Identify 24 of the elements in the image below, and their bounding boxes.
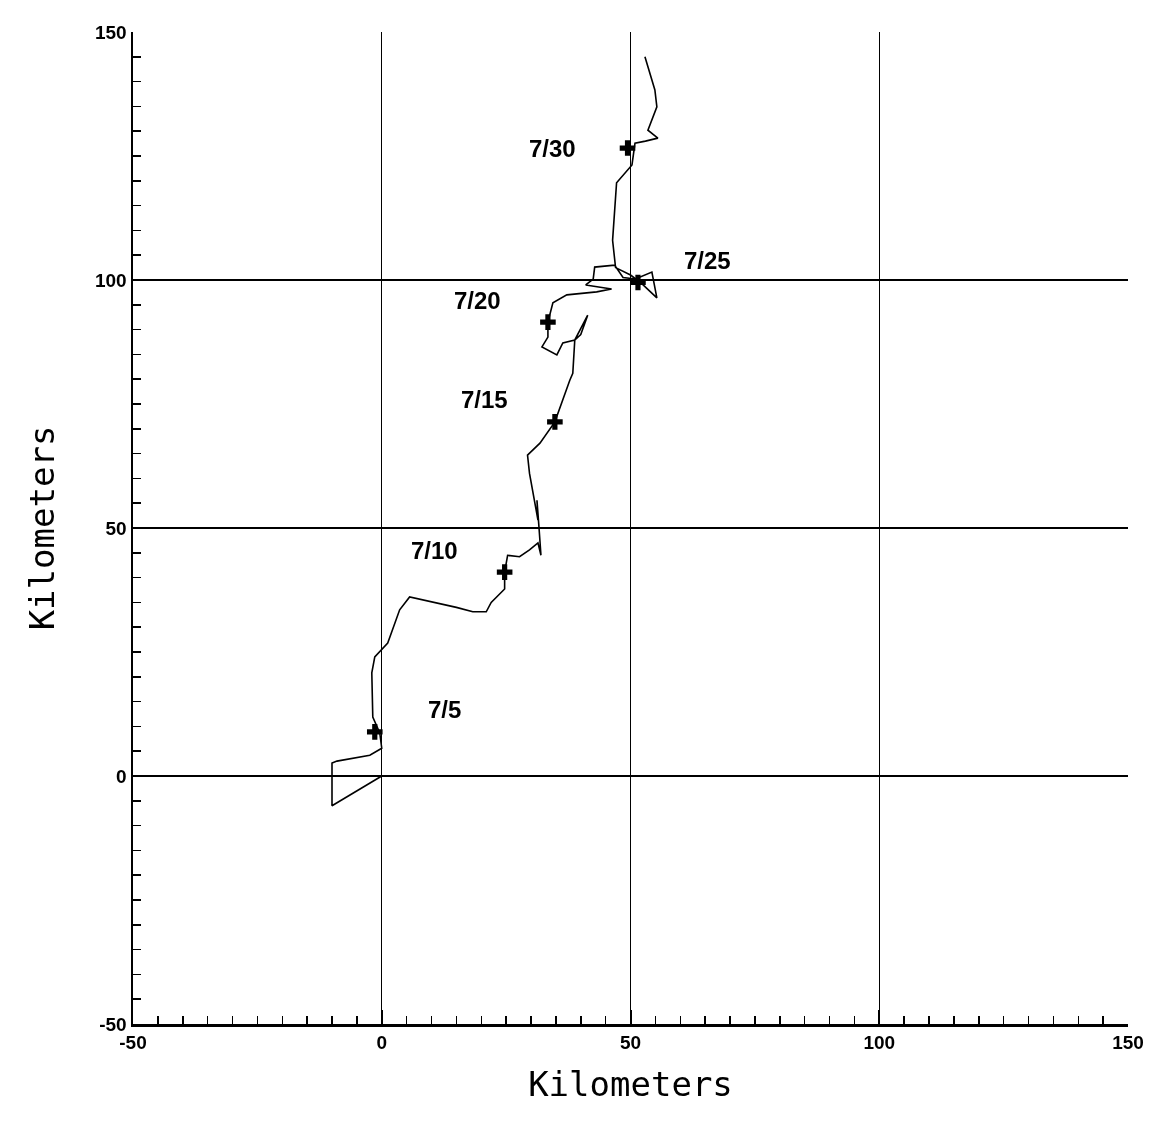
y-tick-label: -50	[99, 1013, 127, 1035]
annotation: 7/25	[684, 247, 731, 274]
annotation: 7/10	[411, 537, 458, 564]
point	[619, 140, 636, 156]
y-tick-label: 100	[95, 269, 127, 291]
x-tick-label: 50	[619, 1032, 642, 1054]
y-tick-label: 150	[95, 21, 127, 43]
point	[547, 414, 563, 430]
point	[496, 564, 513, 580]
annotation: 7/20	[454, 287, 501, 314]
x-tick-label: 0	[376, 1032, 388, 1054]
annotation: 7/30	[529, 135, 576, 162]
x-axis-title: Kilometers	[528, 1063, 733, 1104]
x-tick-label: 150	[1112, 1032, 1144, 1054]
point	[630, 274, 646, 291]
y-tick-label: 50	[105, 517, 127, 539]
point	[540, 314, 556, 330]
y-tick-label: 0	[116, 765, 127, 787]
x-tick-label: 100	[863, 1032, 896, 1054]
point	[366, 724, 383, 740]
y-axis-title: Kilometers	[22, 425, 63, 631]
x-tick-label: -50	[119, 1032, 147, 1054]
annotation: 7/5	[428, 696, 462, 723]
annotation: 7/15	[461, 386, 508, 413]
